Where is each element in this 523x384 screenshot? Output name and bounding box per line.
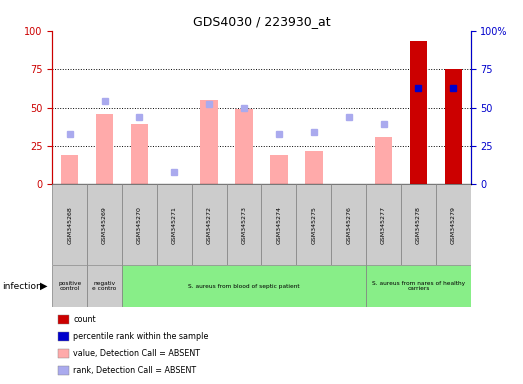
FancyBboxPatch shape: [192, 184, 226, 265]
FancyBboxPatch shape: [331, 184, 366, 265]
FancyBboxPatch shape: [52, 184, 87, 265]
FancyBboxPatch shape: [436, 184, 471, 265]
Text: GSM345279: GSM345279: [451, 206, 456, 243]
Text: GSM345269: GSM345269: [102, 206, 107, 243]
Text: GSM345272: GSM345272: [207, 206, 212, 243]
Bar: [200, 100, 218, 184]
Text: infection: infection: [3, 281, 42, 291]
Text: GSM345276: GSM345276: [346, 206, 351, 243]
Text: count: count: [73, 315, 96, 324]
Title: GDS4030 / 223930_at: GDS4030 / 223930_at: [192, 15, 331, 28]
Bar: [270, 155, 288, 184]
Bar: [445, 69, 462, 184]
FancyBboxPatch shape: [366, 184, 401, 265]
FancyBboxPatch shape: [262, 184, 297, 265]
FancyBboxPatch shape: [297, 184, 331, 265]
Text: GSM345273: GSM345273: [242, 206, 246, 243]
Text: GSM345268: GSM345268: [67, 206, 72, 243]
Text: GSM345271: GSM345271: [172, 206, 177, 243]
FancyBboxPatch shape: [122, 184, 157, 265]
Text: S. aureus from blood of septic patient: S. aureus from blood of septic patient: [188, 283, 300, 289]
Text: GSM345274: GSM345274: [277, 206, 281, 243]
FancyBboxPatch shape: [52, 265, 87, 307]
Bar: [96, 114, 113, 184]
Text: value, Detection Call = ABSENT: value, Detection Call = ABSENT: [73, 349, 200, 358]
FancyBboxPatch shape: [87, 265, 122, 307]
FancyBboxPatch shape: [401, 184, 436, 265]
FancyBboxPatch shape: [226, 184, 262, 265]
Bar: [410, 41, 427, 184]
Bar: [131, 124, 148, 184]
Text: ▶: ▶: [40, 281, 47, 291]
FancyBboxPatch shape: [157, 184, 192, 265]
Bar: [305, 151, 323, 184]
Text: GSM345277: GSM345277: [381, 206, 386, 243]
FancyBboxPatch shape: [366, 265, 471, 307]
Text: positive
control: positive control: [58, 281, 82, 291]
FancyBboxPatch shape: [87, 184, 122, 265]
Text: GSM345278: GSM345278: [416, 206, 421, 243]
Text: rank, Detection Call = ABSENT: rank, Detection Call = ABSENT: [73, 366, 196, 375]
Bar: [235, 109, 253, 184]
FancyBboxPatch shape: [122, 265, 366, 307]
Text: GSM345275: GSM345275: [311, 206, 316, 243]
Text: GSM345270: GSM345270: [137, 206, 142, 243]
Bar: [61, 155, 78, 184]
Text: S. aureus from nares of healthy
carriers: S. aureus from nares of healthy carriers: [372, 281, 465, 291]
Text: percentile rank within the sample: percentile rank within the sample: [73, 332, 209, 341]
Bar: [375, 137, 392, 184]
Text: negativ
e contro: negativ e contro: [93, 281, 117, 291]
